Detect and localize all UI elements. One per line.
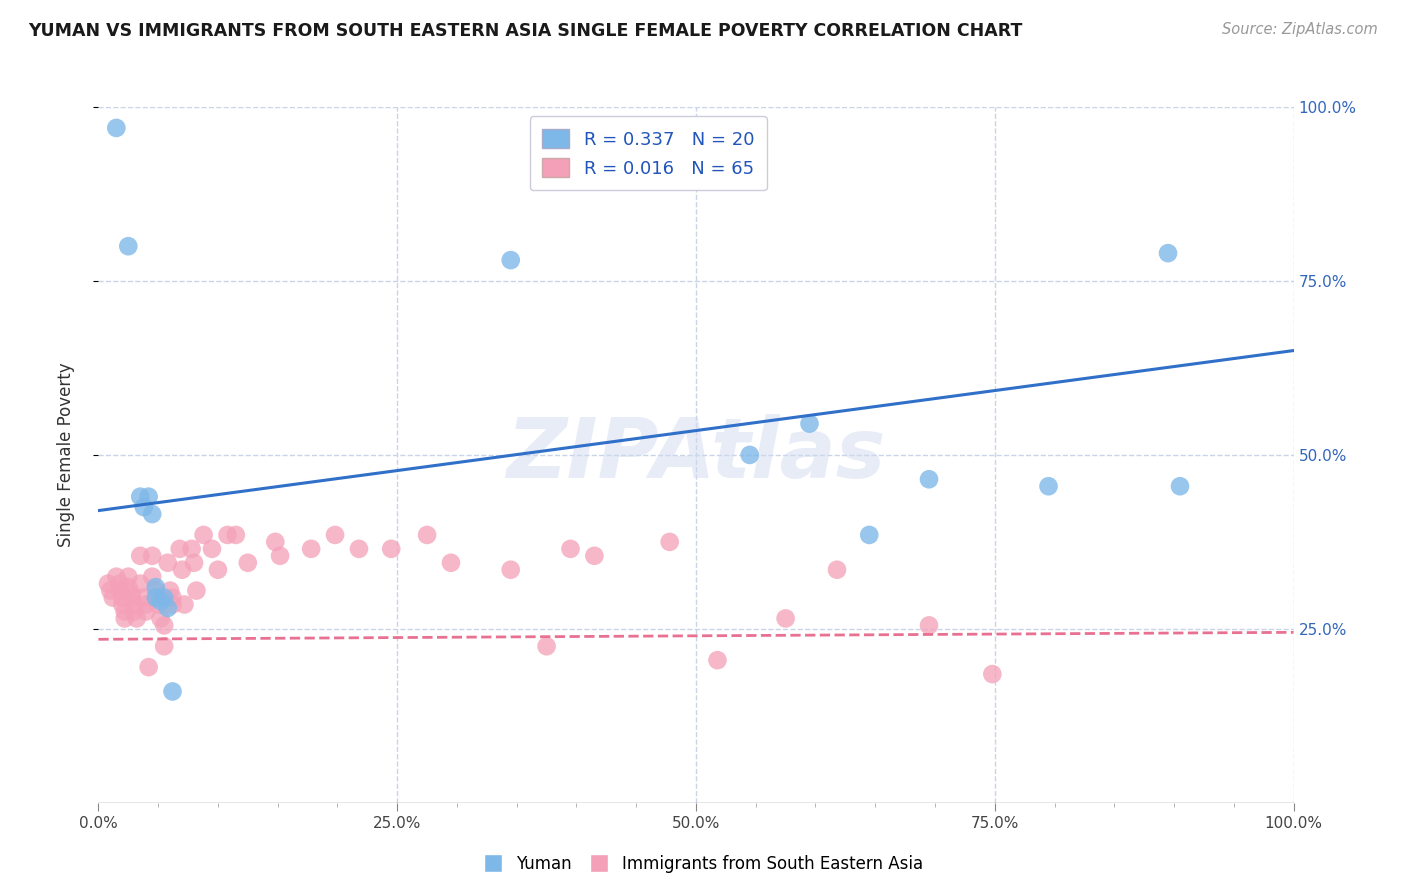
Point: [159, 583, 181, 598]
Point: [124, 605, 146, 619]
Point: [706, 653, 728, 667]
Point: [499, 563, 522, 577]
Point: [299, 541, 322, 556]
Point: [101, 591, 124, 605]
Point: [149, 594, 172, 608]
Point: [117, 239, 139, 253]
Point: [186, 583, 208, 598]
Point: [145, 580, 167, 594]
Point: [105, 120, 128, 135]
Point: [132, 500, 155, 514]
Point: [162, 591, 184, 605]
Point: [125, 611, 148, 625]
Point: [264, 535, 287, 549]
Point: [108, 576, 131, 591]
Point: [138, 660, 160, 674]
Point: [148, 598, 170, 612]
Point: [162, 684, 184, 698]
Point: [217, 528, 239, 542]
Point: [560, 541, 582, 556]
Point: [145, 583, 167, 598]
Legend: R = 0.337   N = 20, R = 0.016   N = 65: R = 0.337 N = 20, R = 0.016 N = 65: [530, 116, 766, 190]
Point: [1168, 479, 1191, 493]
Point: [145, 591, 167, 605]
Point: [129, 576, 152, 591]
Point: [858, 528, 880, 542]
Point: [918, 618, 941, 632]
Point: [162, 598, 184, 612]
Point: [156, 601, 179, 615]
Point: [173, 598, 195, 612]
Text: Source: ZipAtlas.com: Source: ZipAtlas.com: [1222, 22, 1378, 37]
Point: [799, 417, 821, 431]
Point: [129, 490, 152, 504]
Point: [117, 580, 139, 594]
Text: ZIPAtlas: ZIPAtlas: [506, 415, 886, 495]
Point: [141, 549, 163, 563]
Point: [121, 587, 143, 601]
Point: [153, 618, 176, 632]
Point: [111, 591, 134, 605]
Point: [105, 570, 128, 584]
Point: [97, 576, 120, 591]
Point: [347, 541, 370, 556]
Point: [440, 556, 463, 570]
Point: [149, 611, 172, 625]
Point: [207, 563, 229, 577]
Point: [499, 253, 522, 268]
Point: [825, 563, 848, 577]
Point: [98, 583, 122, 598]
Point: [183, 556, 205, 570]
Point: [124, 598, 146, 612]
Point: [583, 549, 606, 563]
Point: [269, 549, 291, 563]
Point: [981, 667, 1004, 681]
Text: YUMAN VS IMMIGRANTS FROM SOUTH EASTERN ASIA SINGLE FEMALE POVERTY CORRELATION CH: YUMAN VS IMMIGRANTS FROM SOUTH EASTERN A…: [28, 22, 1022, 40]
Point: [141, 507, 163, 521]
Point: [658, 535, 681, 549]
Point: [108, 583, 131, 598]
Point: [1157, 246, 1180, 260]
Point: [738, 448, 761, 462]
Point: [918, 472, 941, 486]
Point: [129, 549, 152, 563]
Point: [138, 490, 160, 504]
Point: [111, 598, 134, 612]
Point: [135, 598, 157, 612]
Point: [380, 541, 402, 556]
Point: [201, 541, 224, 556]
Point: [153, 591, 176, 605]
Point: [172, 563, 194, 577]
Y-axis label: Single Female Poverty: Single Female Poverty: [56, 363, 75, 547]
Point: [1038, 479, 1060, 493]
Point: [193, 528, 215, 542]
Point: [416, 528, 439, 542]
Point: [114, 605, 136, 619]
Point: [114, 611, 136, 625]
Point: [236, 556, 259, 570]
Point: [121, 591, 143, 605]
Point: [775, 611, 797, 625]
Point: [141, 570, 163, 584]
Point: [117, 570, 139, 584]
Point: [135, 605, 157, 619]
Legend: Yuman, Immigrants from South Eastern Asia: Yuman, Immigrants from South Eastern Asi…: [477, 848, 929, 880]
Point: [148, 591, 170, 605]
Point: [323, 528, 346, 542]
Point: [180, 541, 202, 556]
Point: [169, 541, 191, 556]
Point: [225, 528, 247, 542]
Point: [156, 556, 179, 570]
Point: [153, 639, 176, 653]
Point: [132, 591, 155, 605]
Point: [536, 639, 558, 653]
